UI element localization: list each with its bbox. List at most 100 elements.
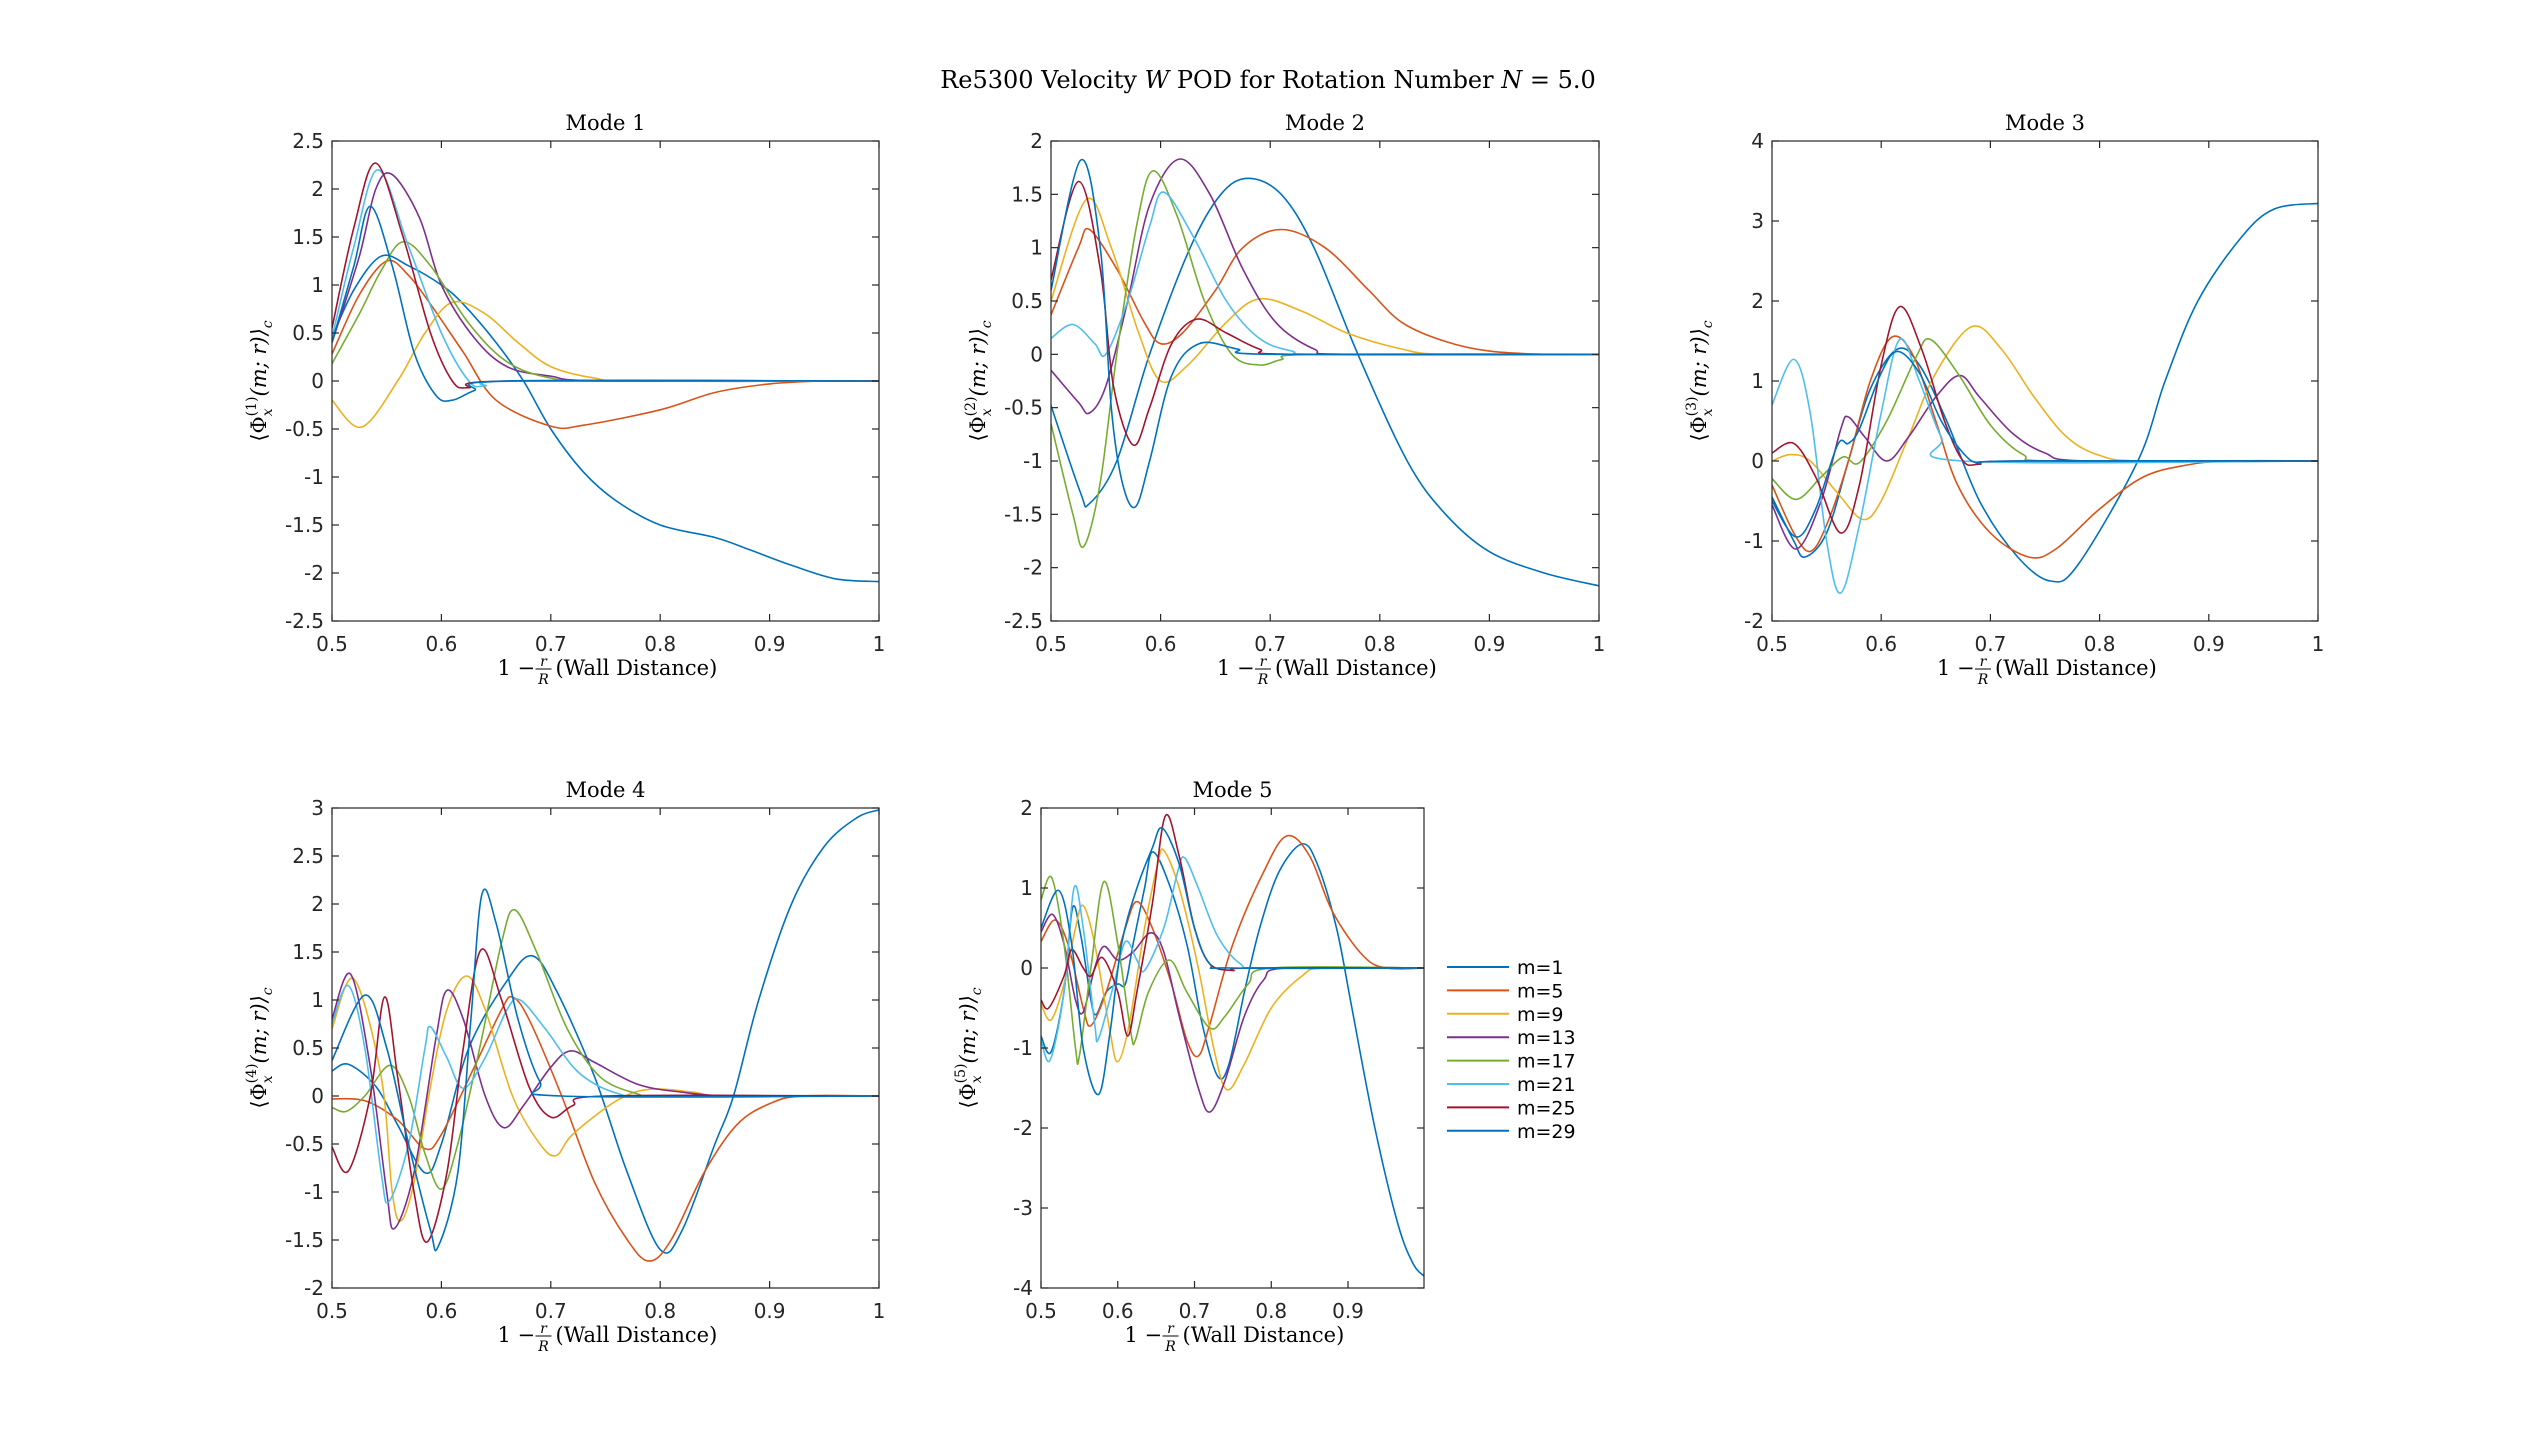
x-tick-label: 0.8 <box>1364 632 1396 656</box>
series-line-m=9 <box>1051 197 1599 384</box>
x-axis-label: 1 − rR (Wall Distance) <box>498 654 718 688</box>
series-group <box>332 162 879 583</box>
y-tick-label: 2.5 <box>292 844 324 868</box>
legend-item: m=21 <box>1447 1074 1576 1096</box>
legend-label: m=9 <box>1517 1004 1564 1026</box>
x-tick-label: 0.6 <box>1865 632 1897 656</box>
y-tick-label: -2 <box>1023 556 1043 580</box>
y-label-outer-sub: c <box>969 987 985 995</box>
y-tick-label: -2.5 <box>1004 609 1043 633</box>
y-label-sub: x <box>1700 408 1716 416</box>
legend-label: m=13 <box>1517 1027 1576 1049</box>
x-tick-label: 0.9 <box>1473 632 1505 656</box>
subplot-mode-3: 0.5 0.6 0.7 0.8 0.9 1 -2 -1 0 1 2 3 4 Mode 3 1 − rR (W… <box>1684 111 2324 688</box>
y-tick-label: 1 <box>311 273 324 297</box>
x-axis-label: 1 − rR (Wall Distance) <box>1125 1321 1345 1355</box>
y-label-sub: x <box>260 408 276 416</box>
y-label-args: (m; r)⟩ <box>247 328 271 396</box>
x-tick-label: 0.9 <box>754 632 786 656</box>
series-line-m=1 <box>332 254 879 583</box>
y-label-sup: (5) <box>953 1063 969 1083</box>
legend-item: m=1 <box>1447 957 1564 979</box>
y-tick-label: 2 <box>1751 289 1764 313</box>
series-line-m=29 <box>1041 826 1424 1096</box>
x-label-frac-num: r <box>1167 1321 1175 1337</box>
legend-label: m=29 <box>1517 1121 1576 1143</box>
y-label-sub: x <box>260 1075 276 1083</box>
y-tick-label: -1.5 <box>1004 502 1043 526</box>
plot-area <box>1051 141 1599 621</box>
y-tick-label: -2 <box>1013 1116 1033 1140</box>
legend-item: m=25 <box>1447 1097 1576 1119</box>
x-tick-label: 1 <box>873 632 886 656</box>
x-tick-label: 1 <box>1593 632 1606 656</box>
y-tick-label: 2 <box>1030 129 1043 153</box>
subplot-title: Mode 2 <box>1285 111 1365 135</box>
y-tick-label: 1 <box>311 988 324 1012</box>
legend-label: m=21 <box>1517 1074 1576 1096</box>
x-tick-label: 0.9 <box>754 1299 786 1323</box>
x-tick-label: 0.7 <box>535 1299 567 1323</box>
series-line-m=5 <box>1051 227 1599 356</box>
y-tick-label: -1 <box>304 465 324 489</box>
y-tick-label: -1 <box>304 1180 324 1204</box>
legend-label: m=1 <box>1517 957 1564 979</box>
x-label-prefix: 1 − <box>498 1323 536 1347</box>
x-tick-label: 0.5 <box>1756 632 1788 656</box>
y-label-args: (m; r)⟩ <box>966 328 990 396</box>
x-label-frac-num: r <box>540 654 548 670</box>
y-tick-label: 0.5 <box>1011 289 1043 313</box>
legend-label: m=17 <box>1517 1051 1576 1073</box>
y-label-outer-sub: c <box>260 320 276 328</box>
y-label-phi: ⟨Φ <box>247 416 271 441</box>
y-label-args: (m; r)⟩ <box>956 995 980 1063</box>
x-axis-label: 1 − rR (Wall Distance) <box>498 1321 718 1355</box>
x-label-frac-num: r <box>540 1321 548 1337</box>
y-label-phi: ⟨Φ <box>1687 416 1711 441</box>
subplot-mode-5: 0.5 0.6 0.7 0.8 0.9 -4 -3 -2 -1 0 1 2 Mode 5 1 − rR (… <box>953 778 1425 1355</box>
x-tick-label: 0.8 <box>644 632 676 656</box>
x-tick-label: 0.6 <box>1145 632 1177 656</box>
legend-item: m=9 <box>1447 1004 1564 1026</box>
y-tick-label: 1.5 <box>292 225 324 249</box>
y-tick-label: 0 <box>311 1084 324 1108</box>
y-tick-label: -2 <box>304 561 324 585</box>
x-label-frac-den: R <box>537 672 549 688</box>
x-label-suffix: (Wall Distance) <box>1183 1323 1345 1347</box>
y-tick-label: -0.5 <box>285 1132 324 1156</box>
legend-item: m=17 <box>1447 1051 1576 1073</box>
y-tick-label: -3 <box>1013 1196 1033 1220</box>
x-axis-label: 1 − rR (Wall Distance) <box>1937 654 2157 688</box>
x-tick-label: 0.7 <box>1179 1299 1211 1323</box>
y-axis-label: ⟨Φx(3)(m; r)⟩c <box>1684 320 1716 441</box>
y-tick-label: 0 <box>1030 342 1043 366</box>
y-tick-label: 1 <box>1020 876 1033 900</box>
y-label-sub: x <box>969 1075 985 1083</box>
y-axis-label: ⟨Φx(1)(m; r)⟩c <box>244 320 276 441</box>
y-tick-label: -1.5 <box>285 1228 324 1252</box>
subplot-title: Mode 1 <box>565 111 645 135</box>
series-line-m=21 <box>1772 338 2318 594</box>
y-tick-label: -0.5 <box>1004 396 1043 420</box>
y-tick-label: 1.5 <box>1011 182 1043 206</box>
legend-label: m=5 <box>1517 980 1564 1002</box>
y-tick-label: 0 <box>1020 956 1033 980</box>
legend-item: m=5 <box>1447 980 1564 1002</box>
y-tick-label: -4 <box>1013 1276 1033 1300</box>
series-line-m=29 <box>1772 350 2318 538</box>
y-label-sup: (4) <box>244 1063 260 1083</box>
x-label-frac-num: r <box>1260 654 1268 670</box>
subplot-mode-2: 0.5 0.6 0.7 0.8 0.9 1 -2.5 -2 -1.5 -1 -0.5 0 0.5 1 1.5… <box>963 111 1605 688</box>
x-tick-label: 0.8 <box>2084 632 2116 656</box>
y-tick-label: 1 <box>1030 236 1043 260</box>
x-label-prefix: 1 − <box>1125 1323 1163 1347</box>
x-label-prefix: 1 − <box>1217 656 1255 680</box>
legend-label: m=25 <box>1517 1097 1576 1119</box>
x-tick-label: 1 <box>873 1299 886 1323</box>
x-tick-label: 0.6 <box>425 632 457 656</box>
x-label-suffix: (Wall Distance) <box>1275 656 1437 680</box>
x-tick-label: 0.8 <box>1255 1299 1287 1323</box>
y-axis-label: ⟨Φx(4)(m; r)⟩c <box>244 987 276 1108</box>
y-tick-label: -1 <box>1013 1036 1033 1060</box>
